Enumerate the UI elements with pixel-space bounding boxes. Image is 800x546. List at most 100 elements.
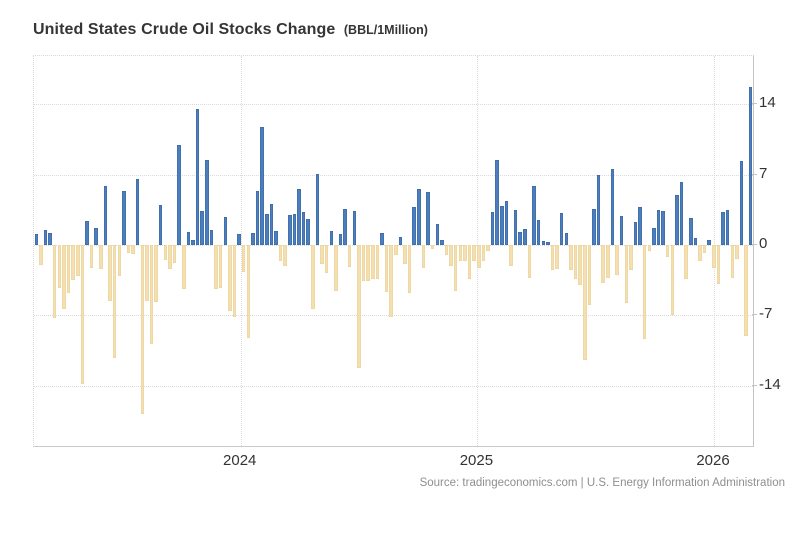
bar[interactable] xyxy=(500,205,504,245)
bar[interactable] xyxy=(108,244,112,302)
bar[interactable] xyxy=(292,213,297,245)
bar[interactable] xyxy=(407,244,412,294)
bar[interactable] xyxy=(398,236,403,245)
bar[interactable] xyxy=(675,194,679,245)
plot-area[interactable] xyxy=(33,55,754,447)
bar[interactable] xyxy=(34,233,39,245)
bar[interactable] xyxy=(716,244,721,285)
bar[interactable] xyxy=(633,221,638,245)
bar[interactable] xyxy=(495,159,499,245)
bar[interactable] xyxy=(112,244,117,358)
bar[interactable] xyxy=(647,244,652,251)
bar[interactable] xyxy=(329,230,334,245)
bar[interactable] xyxy=(158,204,163,245)
bar[interactable] xyxy=(744,244,748,337)
bar[interactable] xyxy=(509,244,513,267)
bar[interactable] xyxy=(689,217,693,245)
bar[interactable] xyxy=(513,209,518,245)
bar[interactable] xyxy=(748,87,753,245)
bar[interactable] xyxy=(665,244,670,258)
bar[interactable] xyxy=(320,244,324,265)
bar[interactable] xyxy=(48,232,52,245)
bar[interactable] xyxy=(255,190,260,245)
bar[interactable] xyxy=(619,215,624,245)
bar[interactable] xyxy=(324,244,329,274)
bar[interactable] xyxy=(195,109,200,245)
bar[interactable] xyxy=(251,232,255,245)
bar[interactable] xyxy=(449,244,453,267)
bar[interactable] xyxy=(555,244,559,270)
bar[interactable] xyxy=(592,208,596,245)
bar[interactable] xyxy=(532,185,536,245)
bar[interactable] xyxy=(550,244,555,271)
bar[interactable] xyxy=(559,212,564,245)
bar[interactable] xyxy=(154,244,158,303)
bar[interactable] xyxy=(629,244,633,271)
bar[interactable] xyxy=(453,244,458,292)
bar[interactable] xyxy=(232,244,237,318)
bar[interactable] xyxy=(583,244,587,360)
bar[interactable] xyxy=(126,244,131,253)
bar[interactable] xyxy=(205,159,209,245)
bar[interactable] xyxy=(177,145,181,245)
bar[interactable] xyxy=(209,229,214,245)
bar[interactable] xyxy=(168,244,172,270)
bar[interactable] xyxy=(536,219,541,245)
bar[interactable] xyxy=(527,244,532,279)
bar[interactable] xyxy=(421,244,426,269)
bar[interactable] xyxy=(135,178,140,245)
bar[interactable] xyxy=(596,174,601,245)
bar[interactable] xyxy=(684,244,688,280)
bar[interactable] xyxy=(163,244,168,261)
bar[interactable] xyxy=(352,210,357,245)
bar[interactable] xyxy=(57,244,62,289)
bar[interactable] xyxy=(186,231,191,245)
bar[interactable] xyxy=(394,244,398,256)
bar[interactable] xyxy=(679,181,684,245)
bar[interactable] xyxy=(698,244,702,262)
bar[interactable] xyxy=(435,223,440,245)
bar[interactable] xyxy=(518,231,522,245)
bar[interactable] xyxy=(693,237,698,245)
bar[interactable] xyxy=(117,244,122,277)
bar[interactable] xyxy=(297,188,301,245)
bar[interactable] xyxy=(546,241,550,245)
bar[interactable] xyxy=(357,244,361,368)
bar[interactable] xyxy=(463,244,467,262)
bar[interactable] xyxy=(656,209,661,245)
bar[interactable] xyxy=(218,244,223,289)
bar[interactable] xyxy=(283,244,287,267)
bar[interactable] xyxy=(99,244,103,270)
bar[interactable] xyxy=(260,127,264,245)
bar[interactable] xyxy=(311,244,315,310)
bar[interactable] xyxy=(265,213,269,245)
bar[interactable] xyxy=(366,244,370,282)
bar[interactable] xyxy=(145,244,149,302)
bar[interactable] xyxy=(417,188,421,245)
bar[interactable] xyxy=(269,203,274,245)
bar[interactable] xyxy=(288,214,292,245)
bar[interactable] xyxy=(573,244,578,280)
bar[interactable] xyxy=(85,220,89,245)
bar[interactable] xyxy=(338,233,343,245)
bar[interactable] xyxy=(712,244,716,269)
bar[interactable] xyxy=(131,244,135,254)
bar[interactable] xyxy=(426,191,430,245)
bar[interactable] xyxy=(94,227,98,245)
bar[interactable] xyxy=(182,244,186,290)
bar[interactable] xyxy=(412,206,416,245)
bar[interactable] xyxy=(375,244,380,280)
bar[interactable] xyxy=(481,244,486,262)
bar[interactable] xyxy=(191,239,195,245)
bar[interactable] xyxy=(735,244,739,260)
bar[interactable] xyxy=(467,244,472,280)
bar[interactable] xyxy=(301,211,306,245)
bar[interactable] xyxy=(43,229,48,245)
bar[interactable] xyxy=(610,168,615,245)
bar[interactable] xyxy=(103,185,108,245)
bar[interactable] xyxy=(472,244,476,262)
bar[interactable] xyxy=(228,244,232,312)
bar[interactable] xyxy=(440,239,444,245)
bar[interactable] xyxy=(601,244,605,284)
bar[interactable] xyxy=(274,230,278,245)
